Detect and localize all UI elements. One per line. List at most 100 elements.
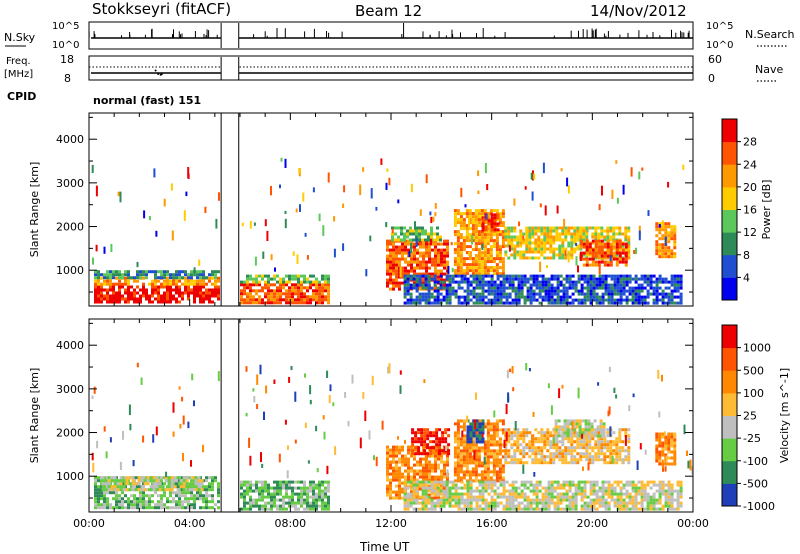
data-cell bbox=[154, 491, 157, 495]
data-cell bbox=[594, 254, 598, 258]
data-cell bbox=[267, 274, 270, 278]
data-cell bbox=[597, 256, 601, 260]
data-cell bbox=[489, 434, 493, 438]
data-cell bbox=[561, 455, 565, 459]
data-cell bbox=[562, 292, 566, 296]
data-cell bbox=[559, 301, 563, 305]
data-cell bbox=[463, 298, 467, 302]
data-cell bbox=[603, 455, 607, 459]
data-cell bbox=[184, 500, 187, 504]
data-cell bbox=[549, 440, 553, 444]
data-cell bbox=[428, 475, 431, 479]
data-cell bbox=[127, 288, 130, 292]
data-cell bbox=[463, 483, 467, 487]
data-cell bbox=[673, 225, 677, 229]
data-cell bbox=[492, 266, 496, 270]
data-speckle bbox=[312, 187, 315, 193]
data-cell bbox=[501, 419, 505, 423]
data-cell bbox=[303, 280, 306, 284]
data-cell bbox=[460, 507, 464, 511]
data-cell bbox=[486, 476, 490, 480]
data-cell bbox=[409, 295, 413, 299]
data-cell bbox=[294, 501, 297, 505]
data-cell bbox=[565, 292, 569, 296]
data-cell bbox=[534, 455, 538, 459]
data-cell bbox=[618, 437, 622, 441]
data-cell bbox=[606, 428, 610, 432]
data-cell bbox=[483, 269, 487, 273]
data-speckle bbox=[564, 250, 567, 257]
data-cell bbox=[474, 209, 478, 213]
data-cell bbox=[145, 288, 148, 292]
data-speckle bbox=[434, 212, 437, 217]
data-cell bbox=[434, 242, 437, 246]
data-cell bbox=[312, 292, 315, 296]
data-cell bbox=[627, 229, 631, 233]
data-cell bbox=[590, 422, 594, 426]
data-cell bbox=[404, 251, 407, 255]
data-cell bbox=[517, 292, 521, 296]
data-cell bbox=[487, 492, 491, 496]
data-cell bbox=[492, 239, 496, 243]
data-cell bbox=[456, 242, 460, 246]
data-cell bbox=[580, 289, 584, 293]
data-cell bbox=[550, 301, 554, 305]
data-cell bbox=[240, 292, 243, 296]
data-cell bbox=[404, 463, 407, 467]
data-cell bbox=[541, 280, 545, 284]
data-cell bbox=[474, 458, 478, 462]
data-cell bbox=[392, 496, 395, 500]
data-cell bbox=[517, 277, 521, 281]
data-cell bbox=[386, 466, 389, 470]
data-cell bbox=[453, 422, 457, 426]
data-cell bbox=[606, 256, 610, 260]
data-cell bbox=[164, 479, 168, 483]
data-cell bbox=[303, 498, 306, 502]
data-cell bbox=[392, 490, 395, 494]
data-cell bbox=[507, 455, 511, 459]
data-cell bbox=[423, 443, 427, 447]
data-cell bbox=[576, 229, 580, 233]
data-cell bbox=[621, 244, 625, 248]
data-cell bbox=[501, 422, 505, 426]
data-cell bbox=[456, 461, 460, 465]
data-cell bbox=[166, 297, 169, 301]
data-cell bbox=[291, 486, 294, 490]
data-cell bbox=[508, 286, 512, 290]
data-cell bbox=[459, 263, 463, 267]
data-cell bbox=[401, 472, 404, 476]
data-cell bbox=[410, 445, 413, 449]
data-cell bbox=[267, 277, 270, 281]
data-cell bbox=[398, 269, 401, 273]
data-cell bbox=[621, 449, 625, 453]
data-cell bbox=[541, 277, 545, 281]
data-cell bbox=[297, 498, 300, 502]
data-cell bbox=[321, 507, 324, 511]
data-cell bbox=[434, 445, 437, 449]
data-cell bbox=[528, 256, 532, 260]
data-cell bbox=[612, 452, 616, 456]
data-cell bbox=[438, 440, 442, 444]
data-cell bbox=[589, 283, 593, 287]
data-cell bbox=[411, 449, 415, 453]
data-cell bbox=[199, 288, 202, 292]
data-cell bbox=[529, 274, 533, 278]
data-cell bbox=[625, 289, 629, 293]
data-cell bbox=[398, 457, 401, 461]
colorbar-tick-label: 16 bbox=[743, 204, 757, 217]
data-cell bbox=[392, 257, 395, 261]
data-cell bbox=[612, 245, 616, 249]
data-cell bbox=[564, 449, 568, 453]
data-cell bbox=[406, 283, 410, 287]
data-cell bbox=[522, 434, 526, 438]
data-cell bbox=[327, 295, 330, 299]
data-cell bbox=[574, 283, 578, 287]
data-cell bbox=[601, 286, 605, 290]
data-cell bbox=[493, 280, 497, 284]
data-cell bbox=[615, 251, 619, 255]
data-cell bbox=[478, 434, 482, 438]
data-cell bbox=[415, 283, 419, 287]
data-cell bbox=[483, 272, 487, 276]
data-cell bbox=[443, 475, 446, 479]
data-cell bbox=[124, 291, 127, 295]
